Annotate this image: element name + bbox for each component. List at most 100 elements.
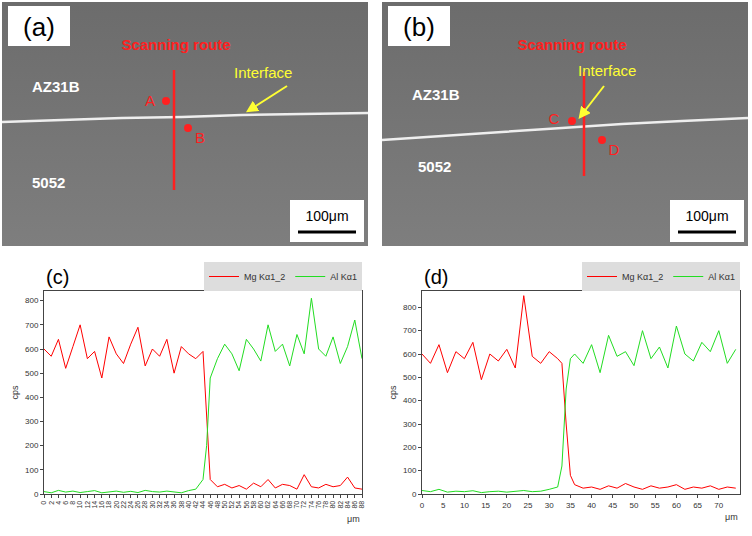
svg-text:Interface: Interface xyxy=(578,62,636,79)
svg-text:cps: cps xyxy=(10,385,20,400)
svg-text:100μm: 100μm xyxy=(685,208,728,224)
svg-text:72: 72 xyxy=(300,501,307,509)
svg-text:μm: μm xyxy=(347,514,360,524)
svg-text:80: 80 xyxy=(329,501,336,509)
svg-text:66: 66 xyxy=(279,501,286,509)
svg-text:Al Kα1: Al Kα1 xyxy=(708,272,735,282)
svg-text:18: 18 xyxy=(105,501,112,509)
svg-text:28: 28 xyxy=(141,501,148,509)
svg-text:60: 60 xyxy=(672,501,681,510)
svg-text:14: 14 xyxy=(91,501,98,509)
svg-text:0: 0 xyxy=(412,490,417,499)
svg-text:Interface: Interface xyxy=(234,64,292,81)
svg-text:88: 88 xyxy=(358,501,365,509)
svg-text:700: 700 xyxy=(403,326,417,335)
svg-text:300: 300 xyxy=(403,420,417,429)
svg-text:24: 24 xyxy=(127,501,134,509)
svg-text:μm: μm xyxy=(725,512,738,522)
svg-text:A: A xyxy=(145,92,155,109)
svg-text:30: 30 xyxy=(149,501,156,509)
svg-text:44: 44 xyxy=(199,501,206,509)
svg-text:54: 54 xyxy=(235,501,242,509)
svg-text:16: 16 xyxy=(98,501,105,509)
svg-text:64: 64 xyxy=(272,501,279,509)
svg-text:4: 4 xyxy=(55,501,62,505)
svg-text:200: 200 xyxy=(25,441,39,450)
svg-text:cps: cps xyxy=(388,385,398,400)
svg-text:48: 48 xyxy=(214,501,221,509)
svg-text:6: 6 xyxy=(62,501,69,505)
svg-text:(c): (c) xyxy=(46,266,69,288)
svg-text:45: 45 xyxy=(608,501,617,510)
svg-text:300: 300 xyxy=(25,417,39,426)
svg-text:32: 32 xyxy=(156,501,163,509)
svg-text:8: 8 xyxy=(69,501,76,505)
svg-text:0: 0 xyxy=(420,501,425,510)
svg-text:68: 68 xyxy=(286,501,293,509)
svg-text:65: 65 xyxy=(693,501,702,510)
svg-text:50: 50 xyxy=(221,501,228,509)
svg-text:5052: 5052 xyxy=(32,174,65,191)
svg-text:500: 500 xyxy=(403,373,417,382)
svg-text:70: 70 xyxy=(714,501,723,510)
svg-text:26: 26 xyxy=(134,501,141,509)
svg-text:Scanning route: Scanning route xyxy=(517,36,626,53)
svg-text:40: 40 xyxy=(185,501,192,509)
svg-text:100μm: 100μm xyxy=(305,208,348,224)
svg-text:84: 84 xyxy=(344,501,351,509)
svg-text:46: 46 xyxy=(207,501,214,509)
svg-text:(a): (a) xyxy=(23,12,55,42)
svg-text:400: 400 xyxy=(25,393,39,402)
svg-text:38: 38 xyxy=(178,501,185,509)
svg-text:58: 58 xyxy=(250,501,257,509)
svg-text:5052: 5052 xyxy=(418,158,451,175)
svg-text:78: 78 xyxy=(322,501,329,509)
svg-text:2: 2 xyxy=(48,501,55,505)
svg-text:62: 62 xyxy=(264,501,271,509)
svg-text:20: 20 xyxy=(113,501,120,509)
svg-text:35: 35 xyxy=(566,501,575,510)
svg-text:10: 10 xyxy=(460,501,469,510)
svg-text:15: 15 xyxy=(481,501,490,510)
svg-text:800: 800 xyxy=(403,303,417,312)
svg-text:40: 40 xyxy=(587,501,596,510)
svg-text:74: 74 xyxy=(308,501,315,509)
svg-text:0: 0 xyxy=(40,501,47,505)
svg-text:Scanning route: Scanning route xyxy=(121,36,230,53)
svg-text:22: 22 xyxy=(120,501,127,509)
svg-text:AZ31B: AZ31B xyxy=(412,86,460,103)
svg-text:52: 52 xyxy=(228,501,235,509)
svg-text:30: 30 xyxy=(545,501,554,510)
svg-text:D: D xyxy=(609,141,620,158)
svg-text:(d): (d) xyxy=(424,266,448,288)
svg-text:55: 55 xyxy=(651,501,660,510)
svg-text:34: 34 xyxy=(163,501,170,509)
svg-text:600: 600 xyxy=(25,345,39,354)
svg-text:60: 60 xyxy=(257,501,264,509)
svg-text:36: 36 xyxy=(170,501,177,509)
svg-text:12: 12 xyxy=(84,501,91,509)
svg-text:B: B xyxy=(195,129,205,146)
svg-text:C: C xyxy=(549,110,560,127)
svg-text:86: 86 xyxy=(351,501,358,509)
svg-text:(b): (b) xyxy=(403,12,435,42)
svg-text:56: 56 xyxy=(243,501,250,509)
svg-text:100: 100 xyxy=(25,466,39,475)
svg-text:500: 500 xyxy=(25,369,39,378)
svg-text:100: 100 xyxy=(403,466,417,475)
svg-text:700: 700 xyxy=(25,321,39,330)
svg-text:70: 70 xyxy=(293,501,300,509)
svg-text:20: 20 xyxy=(502,501,511,510)
svg-text:76: 76 xyxy=(315,501,322,509)
svg-text:42: 42 xyxy=(192,501,199,509)
svg-text:50: 50 xyxy=(630,501,639,510)
svg-text:Mg Kα1_2: Mg Kα1_2 xyxy=(244,272,285,282)
svg-text:25: 25 xyxy=(524,501,533,510)
svg-text:5: 5 xyxy=(441,501,446,510)
svg-text:10: 10 xyxy=(76,501,83,509)
svg-text:400: 400 xyxy=(403,396,417,405)
svg-text:Al Kα1: Al Kα1 xyxy=(330,272,357,282)
svg-text:800: 800 xyxy=(25,296,39,305)
svg-text:AZ31B: AZ31B xyxy=(32,78,80,95)
svg-text:600: 600 xyxy=(403,350,417,359)
